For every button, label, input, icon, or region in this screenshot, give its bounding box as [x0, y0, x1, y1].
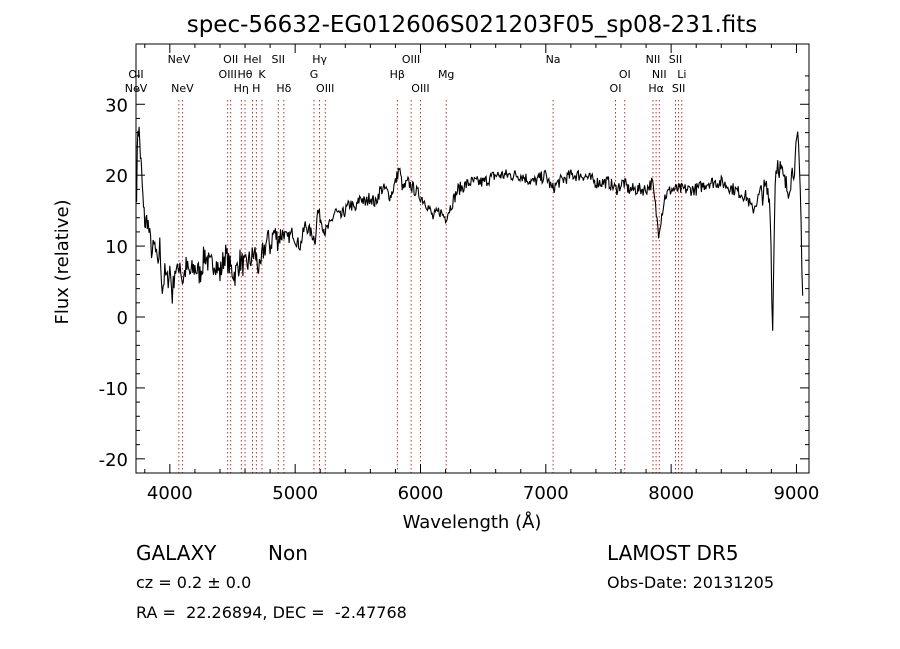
line-label-13: G [310, 68, 319, 81]
line-label-22: OI [619, 68, 631, 81]
object-subclass: Non [268, 541, 308, 565]
object-class: GALAXY [136, 541, 217, 565]
y-tick-label-1: -10 [99, 379, 128, 400]
line-label-10: K [258, 68, 266, 81]
spectrum-plot [136, 126, 804, 331]
x-tick-label-0: 4000 [147, 483, 193, 504]
spectrum-series [136, 126, 804, 331]
emission-line-markers: NeVOIINeVNeVOIIIOIIHηHθHeIHKSIIHδGHγOIII… [125, 53, 686, 473]
line-label-8: HeI [243, 53, 261, 66]
x-tick-label-1: 5000 [272, 483, 318, 504]
line-label-26: SII [669, 53, 682, 66]
line-label-17: OIII [402, 53, 420, 66]
line-label-7: Hθ [238, 68, 253, 81]
line-label-15: OIII [316, 82, 334, 95]
line-label-20: Na [546, 53, 561, 66]
x-tick-label-3: 7000 [523, 483, 569, 504]
line-label-14: Hγ [312, 53, 327, 66]
plot-frame [135, 43, 810, 474]
line-label-23: NII [646, 53, 661, 66]
line-label-4: OIII [219, 68, 237, 81]
axis-ticks: 4000 5000 6000 7000 8000 9000 -20 -10 0 10 20 30 [99, 44, 820, 504]
y-axis-label: Flux (relative) [52, 199, 73, 324]
line-label-18: OIII [411, 82, 429, 95]
line-label-11: SII [272, 53, 285, 66]
chart-title: spec-56632-EG012606S021203F05_sp08-231.f… [187, 12, 758, 38]
y-tick-label-0: -20 [99, 450, 128, 471]
line-label-27: SII [672, 82, 685, 95]
survey-name: LAMOST DR5 [607, 541, 739, 565]
line-label-21: OI [610, 82, 622, 95]
y-tick-label-4: 20 [105, 166, 128, 187]
y-tick-label-3: 10 [105, 237, 128, 258]
line-label-28: Li [677, 68, 686, 81]
line-label-25: NII [652, 68, 667, 81]
line-label-24: Hα [648, 82, 664, 95]
coordinates-readout: RA = 22.26894, DEC = -2.47768 [136, 603, 407, 622]
y-tick-label-2: 0 [117, 308, 128, 329]
line-label-6: Hη [234, 82, 249, 95]
x-tick-label-4: 8000 [648, 483, 694, 504]
line-label-16: Hβ [390, 68, 405, 81]
line-label-19: Mg [438, 68, 454, 81]
y-tick-label-5: 30 [105, 95, 128, 116]
observation-date: Obs-Date: 20131205 [607, 573, 775, 592]
line-label-2: NeV [168, 53, 191, 66]
x-axis-label: Wavelength (Å) [403, 511, 542, 533]
line-label-3: NeV [171, 82, 194, 95]
line-label-12: Hδ [276, 82, 291, 95]
line-label-9: H [252, 82, 260, 95]
redshift-readout: cz = 0.2 ± 0.0 [136, 573, 252, 592]
x-tick-label-5: 9000 [774, 483, 820, 504]
x-tick-label-2: 6000 [398, 483, 444, 504]
line-label-5: OII [223, 53, 238, 66]
